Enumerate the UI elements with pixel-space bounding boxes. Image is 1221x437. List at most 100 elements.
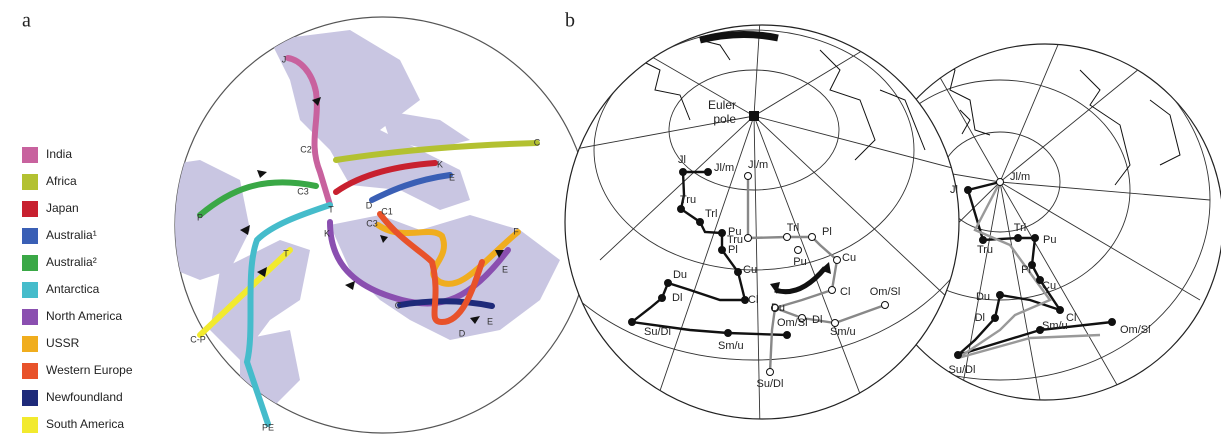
legend-label: South America bbox=[46, 417, 124, 431]
path-label: P bbox=[197, 212, 203, 222]
pole-point bbox=[767, 369, 774, 376]
pole-label: pole bbox=[713, 112, 736, 126]
legend-swatch bbox=[22, 201, 38, 217]
pole-point bbox=[1015, 235, 1022, 242]
pole-point bbox=[705, 169, 712, 176]
path-label: C3 bbox=[366, 218, 378, 228]
legend-label: Newfoundland bbox=[46, 390, 123, 404]
path-label: E bbox=[502, 264, 508, 274]
pole-label: Jl/m bbox=[748, 159, 768, 171]
path-label: C2 bbox=[300, 144, 312, 154]
pole-point bbox=[1109, 319, 1116, 326]
legend-swatch bbox=[22, 309, 38, 325]
pole-point bbox=[719, 247, 726, 254]
pole-label: Pu bbox=[793, 256, 806, 268]
pole-label: Du bbox=[771, 302, 785, 314]
pole-point bbox=[1057, 307, 1064, 314]
pole-point bbox=[745, 235, 752, 242]
legend-swatch bbox=[22, 147, 38, 163]
pole-label: Om/Sl bbox=[1120, 324, 1151, 336]
legend-label: Australia¹ bbox=[46, 228, 97, 242]
pole-point bbox=[725, 330, 732, 337]
pole-point bbox=[735, 269, 742, 276]
legend-label: Australia² bbox=[46, 255, 97, 269]
pole-point bbox=[997, 179, 1004, 186]
path-label: F bbox=[513, 226, 519, 236]
legend-swatch bbox=[22, 228, 38, 244]
pole-label: Su/Dl bbox=[644, 326, 671, 338]
pole-point bbox=[680, 169, 687, 176]
pole-label: Jl bbox=[678, 154, 686, 166]
pole-label: Sm/u bbox=[718, 340, 744, 352]
legend-swatch bbox=[22, 363, 38, 379]
pole-label: Jl/m bbox=[714, 162, 734, 174]
pole-label: Euler bbox=[708, 98, 736, 112]
path-label: T bbox=[283, 248, 289, 258]
legend-swatch bbox=[22, 417, 38, 433]
path-label: E bbox=[449, 172, 455, 182]
path-label: J bbox=[282, 54, 287, 64]
legend-swatch bbox=[22, 390, 38, 406]
pole-point bbox=[829, 287, 836, 294]
pole-label: Om/Sl bbox=[777, 317, 808, 329]
pole-point bbox=[965, 187, 972, 194]
path-label: D bbox=[459, 328, 466, 338]
path-label: PE bbox=[262, 422, 274, 432]
path-label: E bbox=[487, 316, 493, 326]
pole-label: Pl bbox=[822, 226, 832, 238]
legend-label: Japan bbox=[46, 201, 79, 215]
pole-point bbox=[992, 315, 999, 322]
globe-a bbox=[130, 17, 591, 433]
pole-label: Cu bbox=[743, 264, 757, 276]
path-label: C bbox=[395, 300, 402, 310]
pole-point bbox=[997, 292, 1004, 299]
pole-label: Om/Sl bbox=[870, 286, 901, 298]
figure: a b Euler pole IndiaAfricaJapanAustralia… bbox=[0, 0, 1221, 437]
pole-label: Trl bbox=[705, 208, 717, 220]
pole-point bbox=[809, 234, 816, 241]
pole-label: Trl bbox=[787, 222, 799, 234]
pole-label: Pu bbox=[1043, 234, 1056, 246]
pole-label: Dl bbox=[975, 312, 985, 324]
pole-label: Cu bbox=[1042, 280, 1056, 292]
pole-label: Jl bbox=[950, 184, 958, 196]
pole-point bbox=[784, 332, 791, 339]
pole-point bbox=[678, 206, 685, 213]
pole-label: Su/Dl bbox=[757, 378, 784, 390]
pole-label: Jl/m bbox=[1010, 171, 1030, 183]
pole-point bbox=[629, 319, 636, 326]
pole-point bbox=[665, 280, 672, 287]
pole-label: Cu bbox=[842, 252, 856, 264]
pole-label: Cl bbox=[748, 294, 758, 306]
pole-point bbox=[697, 219, 704, 226]
pole-label: Du bbox=[673, 269, 687, 281]
legend-label: Antarctica bbox=[46, 282, 100, 296]
globe-left bbox=[514, 0, 994, 430]
pole-label: Pl bbox=[1021, 264, 1031, 276]
path-label: C-P bbox=[190, 334, 206, 344]
path-label: C1 bbox=[381, 206, 393, 216]
pole-point bbox=[955, 352, 962, 359]
legend-label: India bbox=[46, 147, 72, 161]
legend-label: USSR bbox=[46, 336, 80, 350]
legend-label: Africa bbox=[46, 174, 77, 188]
legend-swatch bbox=[22, 336, 38, 352]
path-label: C3 bbox=[297, 186, 309, 196]
path-label: K bbox=[437, 159, 443, 169]
pole-label: Dl bbox=[672, 292, 682, 304]
pole-label: Sm/u bbox=[1042, 320, 1068, 332]
path-label: D bbox=[366, 200, 373, 210]
path-label: T bbox=[328, 204, 334, 214]
pole-point bbox=[795, 247, 802, 254]
legend-label: North America bbox=[46, 309, 122, 323]
pole-point bbox=[745, 173, 752, 180]
pole-point bbox=[719, 230, 726, 237]
panel-label: a bbox=[22, 10, 31, 32]
pole-label: Tru bbox=[680, 194, 696, 206]
path-label: K bbox=[324, 228, 330, 238]
pole-label: Cl bbox=[840, 286, 850, 298]
legend-swatch bbox=[22, 255, 38, 271]
pole-label: Sm/u bbox=[830, 326, 856, 338]
pole-label: Tru bbox=[977, 244, 993, 256]
pole-label: Tru bbox=[727, 234, 743, 246]
